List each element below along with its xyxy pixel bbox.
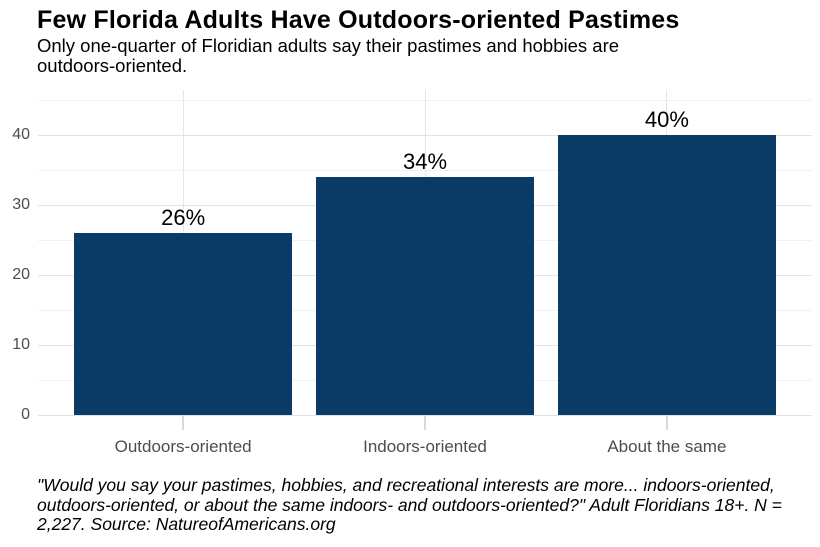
x-axis-tick: [182, 416, 184, 430]
chart-caption-line-3: 2,227. Source: NatureofAmericans.org: [37, 514, 336, 534]
y-axis-tick-label: 0: [21, 406, 30, 423]
gridline-major-y: [38, 414, 812, 416]
chart-subtitle-line-1: Only one-quarter of Floridian adults say…: [37, 35, 620, 56]
bar-about-the-same: [558, 135, 776, 415]
bar-value-label: 40%: [644, 107, 689, 132]
chart-caption-line-1: "Would you say your pastimes, hobbies, a…: [37, 475, 775, 495]
chart-title: Few Florida Adults Have Outdoors-oriente…: [37, 6, 680, 34]
x-axis-tick: [666, 416, 668, 430]
y-axis-tick-label: 10: [12, 336, 30, 353]
chart-caption: "Would you say your pastimes, hobbies, a…: [37, 475, 782, 535]
gridline-major-y: [38, 134, 812, 136]
y-axis-tick-label: 30: [12, 196, 30, 213]
bar-outdoors-oriented: [74, 233, 292, 415]
chart-caption-line-2: outdoors-oriented, or about the same ind…: [37, 494, 782, 515]
x-axis-tick: [424, 416, 426, 430]
x-axis-category-label: Outdoors-oriented: [114, 437, 252, 456]
y-axis-tick-label: 40: [12, 126, 30, 143]
x-axis-category-label: Indoors-oriented: [363, 437, 487, 456]
gridline-minor-y: [38, 99, 812, 101]
chart-subtitle-line-2: outdoors-oriented.: [37, 55, 188, 76]
chart-subtitle: Only one-quarter of Floridian adults say…: [37, 36, 619, 76]
y-axis-tick-label: 20: [12, 266, 30, 283]
bar-value-label: 26%: [161, 205, 206, 230]
bar-value-label: 34%: [402, 149, 448, 174]
x-axis-category-label: About the same: [607, 437, 727, 456]
bar-indoors-oriented: [316, 177, 534, 415]
gridline-minor-y: [38, 169, 812, 171]
